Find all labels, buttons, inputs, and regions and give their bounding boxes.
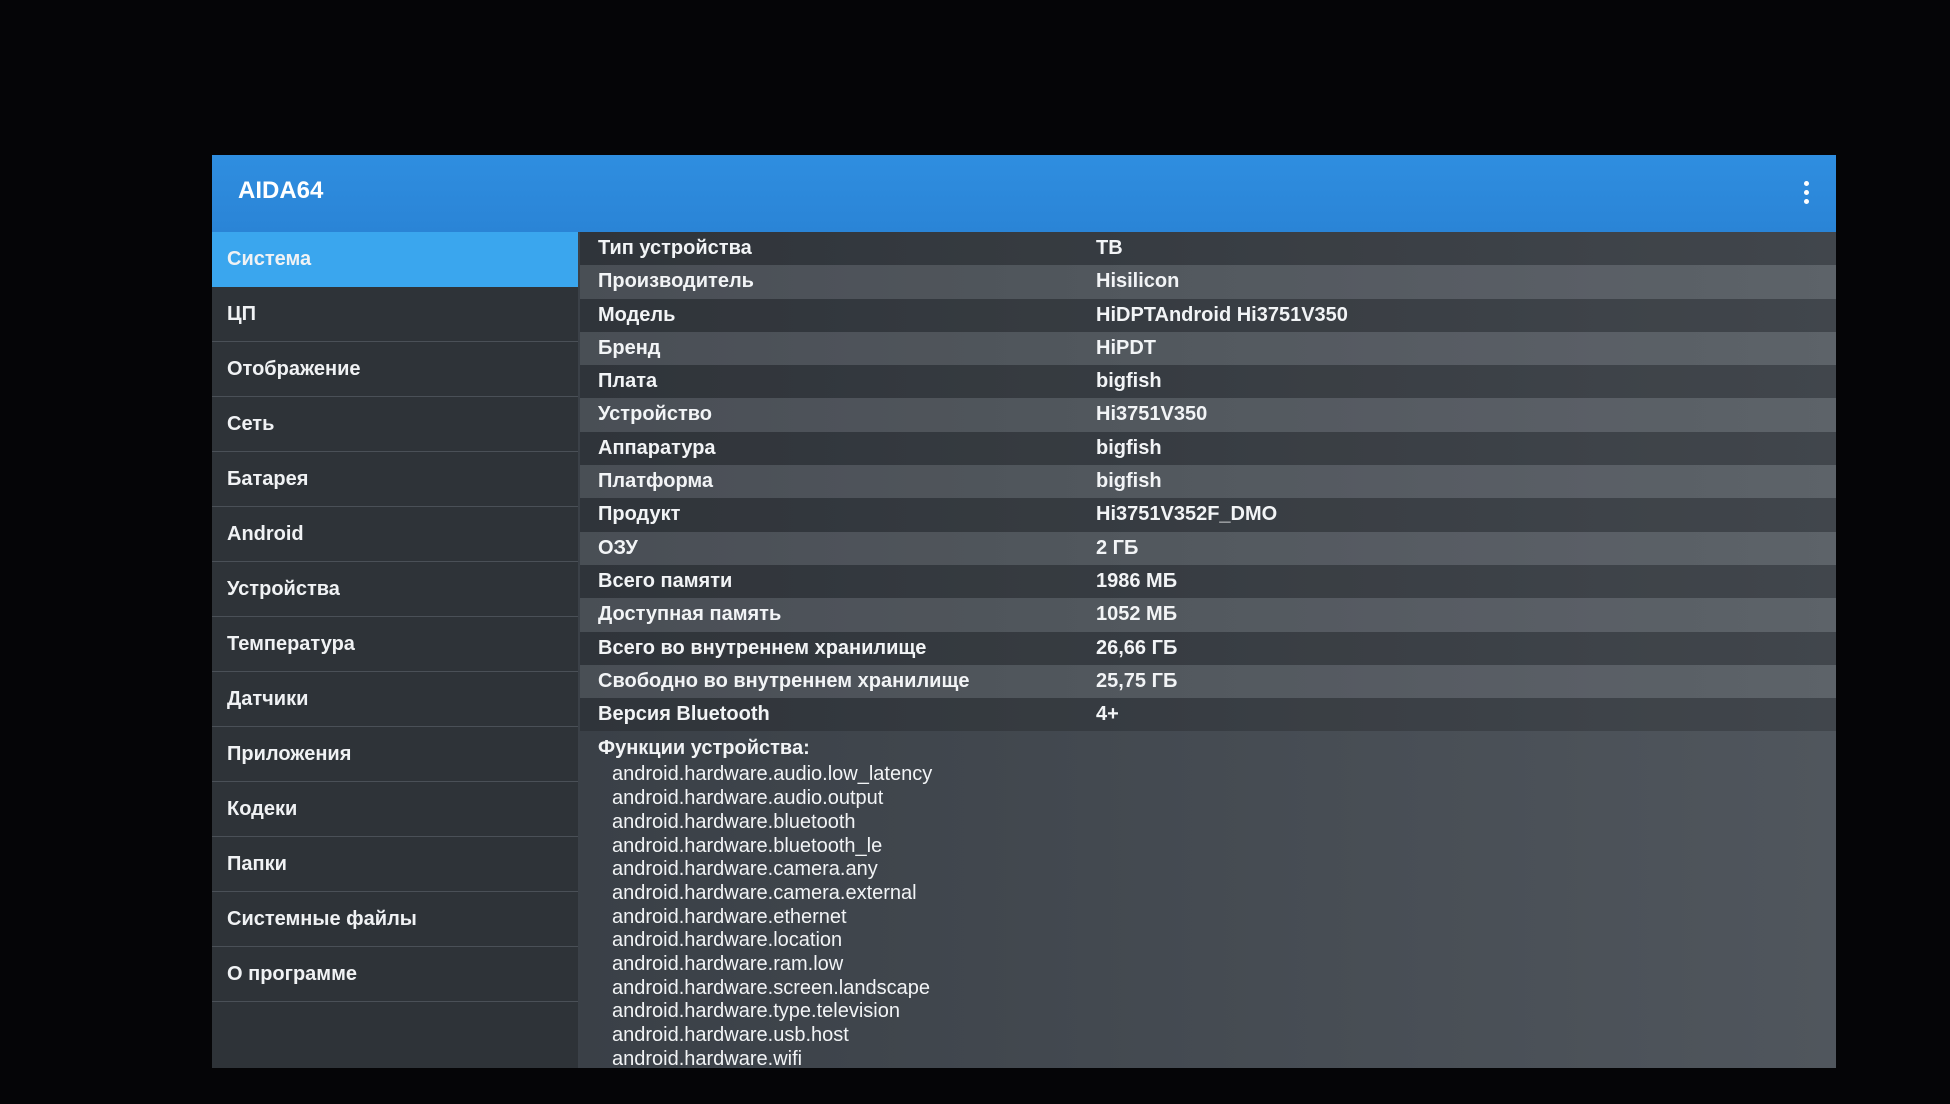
app-window: AIDA64 Система ЦП Отображение Сеть Батарея An… [212, 155, 1836, 1068]
info-value: 2 ГБ [1096, 536, 1139, 559]
info-row: Модель HiDPTAndroid Hi3751V350 [580, 298, 1836, 332]
info-row: Всего памяти 1986 МБ [580, 564, 1836, 599]
feature-item: android.hardware.audio.low_latency [612, 763, 933, 786]
info-value: Hi3751V352F_DMO [1096, 503, 1278, 526]
info-value: bigfish [1096, 370, 1162, 393]
feature-item: android.hardware.camera.any [612, 858, 878, 881]
sidebar-item[interactable]: Android [212, 507, 578, 562]
info-row: ОЗУ 2 ГБ [580, 531, 1836, 565]
sidebar-item[interactable]: Приложения [212, 727, 578, 782]
info-row: Версия Bluetooth 4+ [580, 698, 1836, 732]
info-row: Аппаратура bigfish [580, 431, 1836, 466]
sidebar-item[interactable]: Сеть [212, 397, 578, 452]
info-row: Свободно во внутреннем хранилище 25,75 ГБ [580, 664, 1836, 699]
info-label: Устройство [598, 403, 712, 426]
info-label: ОЗУ [598, 536, 638, 559]
info-row: Плата bigfish [580, 365, 1836, 399]
sidebar: Система ЦП Отображение Сеть Батарея Android Ус… [212, 232, 578, 1068]
sidebar-item[interactable]: Температура [212, 617, 578, 672]
sidebar-item[interactable]: Батарея [212, 452, 578, 507]
info-row: Доступная память 1052 МБ [580, 598, 1836, 632]
feature-item: android.hardware.type.television [612, 1000, 900, 1023]
info-label: Платформа [598, 470, 714, 493]
info-label: Версия Bluetooth [598, 703, 770, 726]
sidebar-item[interactable]: Отображение [212, 342, 578, 397]
info-value: bigfish [1096, 470, 1162, 493]
sidebar-item[interactable]: ЦП [212, 287, 578, 342]
app-title: AIDA64 [238, 177, 324, 204]
info-value: Hisilicon [1096, 270, 1180, 293]
info-row: Платформа bigfish [580, 465, 1836, 499]
system-info-panel[interactable]: Тип устройства ТВ Производитель Hisilicon Мо… [580, 232, 1836, 1068]
sidebar-item[interactable]: Устройства [212, 562, 578, 617]
info-value: HiPDT [1096, 336, 1156, 359]
info-row: Производитель Hisilicon [580, 265, 1836, 299]
sidebar-item[interactable]: Система [212, 232, 578, 287]
sidebar-item[interactable]: Системные файлы [212, 892, 578, 947]
feature-item: android.hardware.ram.low [612, 953, 844, 976]
info-row: Бренд HiPDT [580, 331, 1836, 366]
feature-item: android.hardware.usb.host [612, 1024, 849, 1047]
sidebar-item[interactable]: Кодеки [212, 782, 578, 837]
info-row: Тип устройства ТВ [580, 232, 1836, 266]
feature-item: android.hardware.bluetooth [612, 810, 856, 833]
info-row: Всего во внутреннем хранилище 26,66 ГБ [580, 631, 1836, 665]
info-value: 1986 МБ [1096, 569, 1178, 592]
feature-item: android.hardware.bluetooth_le [612, 834, 883, 857]
sidebar-item[interactable]: О программе [212, 947, 578, 1002]
info-label: Бренд [598, 336, 661, 359]
info-label: Производитель [598, 270, 754, 293]
info-value: HiDPTAndroid Hi3751V350 [1096, 303, 1348, 326]
sidebar-item[interactable]: Папки [212, 837, 578, 892]
sidebar-item[interactable]: Датчики [212, 672, 578, 727]
info-value: 25,75 ГБ [1096, 669, 1178, 692]
info-value: 4+ [1096, 703, 1119, 726]
info-table: Тип устройства ТВ Производитель Hisilicon Мо… [580, 232, 1836, 732]
features-title: Функции устройства: [598, 737, 810, 760]
info-row: Продукт Hi3751V352F_DMO [580, 498, 1836, 532]
info-row: Устройство Hi3751V350 [580, 398, 1836, 432]
info-label: Продукт [598, 503, 681, 526]
info-value: 26,66 ГБ [1096, 636, 1178, 659]
feature-item: android.hardware.audio.output [612, 787, 884, 810]
info-label: Плата [598, 370, 658, 393]
info-label: Всего памяти [598, 569, 733, 592]
feature-item: android.hardware.camera.external [612, 881, 917, 904]
device-features: Функции устройства: android.hardware.aud… [580, 731, 1836, 1068]
info-label: Модель [598, 303, 676, 326]
feature-item: android.hardware.ethernet [612, 905, 847, 928]
info-value: ТВ [1096, 237, 1123, 259]
info-value: bigfish [1096, 436, 1162, 459]
feature-item: android.hardware.screen.landscape [612, 976, 930, 999]
info-label: Тип устройства [598, 237, 752, 259]
info-label: Свободно во внутреннем хранилище [598, 669, 970, 692]
info-value: 1052 МБ [1096, 603, 1178, 626]
app-bar: AIDA64 [212, 155, 1836, 232]
more-vert-icon[interactable] [1804, 181, 1810, 208]
feature-item: android.hardware.location [612, 929, 843, 952]
info-label: Доступная память [598, 603, 782, 626]
info-label: Всего во внутреннем хранилище [598, 636, 927, 659]
feature-item: android.hardware.wifi [612, 1047, 803, 1068]
info-label: Аппаратура [598, 436, 716, 459]
info-value: Hi3751V350 [1096, 403, 1208, 426]
